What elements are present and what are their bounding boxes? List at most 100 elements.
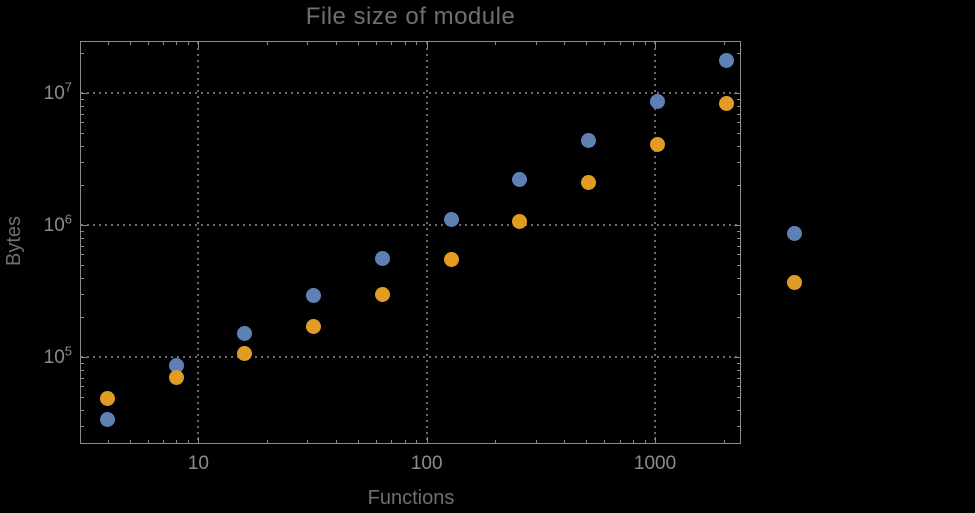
data-point-blue-series <box>649 93 665 109</box>
x-tick-bottom <box>586 440 588 443</box>
y-tick-left <box>81 363 84 365</box>
data-point-orange-series <box>649 136 665 152</box>
data-point-orange-series <box>718 96 734 112</box>
x-tick-bottom <box>267 440 269 443</box>
x-tick-top <box>147 42 149 45</box>
y-tick-label: 107 <box>43 79 72 105</box>
x-tick-top <box>604 42 606 45</box>
data-point-blue-series <box>306 287 322 303</box>
data-point-orange-series <box>443 252 459 268</box>
y-tick-label: 105 <box>43 343 72 369</box>
x-tick-bottom <box>163 440 165 443</box>
y-tick-right <box>737 264 740 266</box>
y-tick-left <box>81 294 84 296</box>
grid-line-horizontal <box>81 224 740 227</box>
data-point-orange-series <box>374 286 390 302</box>
y-tick-right <box>737 185 740 187</box>
y-tick-left <box>81 386 84 388</box>
y-tick-right <box>737 377 740 379</box>
data-point-blue-series <box>787 226 803 242</box>
x-tick-top <box>586 42 588 45</box>
y-tick-right <box>737 277 740 279</box>
y-tick-left <box>81 53 84 55</box>
y-tick-left <box>81 122 84 124</box>
x-tick-label: 100 <box>410 453 443 474</box>
y-tick-left <box>81 277 84 279</box>
y-tick-right <box>737 409 740 411</box>
x-tick-bottom <box>495 440 497 443</box>
y-tick-left <box>81 357 87 359</box>
x-tick-bottom <box>335 440 337 443</box>
data-point-blue-series <box>237 326 253 342</box>
x-tick-top <box>426 42 428 48</box>
y-tick-left <box>81 317 84 319</box>
y-tick-left <box>81 396 84 398</box>
x-tick-top <box>495 42 497 45</box>
x-axis-label: Functions <box>367 487 455 509</box>
data-point-orange-series <box>787 275 803 291</box>
y-tick-right <box>734 357 740 359</box>
y-tick-right <box>734 93 740 95</box>
x-tick-top <box>187 42 189 45</box>
x-tick-top <box>307 42 309 45</box>
y-tick-right <box>737 294 740 296</box>
x-tick-top <box>416 42 418 45</box>
x-tick-top <box>535 42 537 45</box>
grid-line-vertical <box>425 42 428 443</box>
y-tick-left <box>81 264 84 266</box>
y-tick-right <box>737 254 740 256</box>
x-tick-label: 1000 <box>633 453 677 474</box>
x-tick-bottom <box>619 440 621 443</box>
y-tick-left <box>81 225 87 227</box>
data-point-blue-series <box>443 211 459 227</box>
y-tick-right <box>737 363 740 365</box>
y-tick-left <box>81 113 84 115</box>
x-tick-bottom <box>404 440 406 443</box>
y-tick-right <box>737 317 740 319</box>
x-tick-top <box>404 42 406 45</box>
data-point-orange-series <box>237 345 253 361</box>
x-tick-label: 10 <box>187 453 209 474</box>
y-tick-right <box>737 386 740 388</box>
x-tick-top <box>267 42 269 45</box>
plot-frame <box>80 41 741 444</box>
y-tick-left <box>81 369 84 371</box>
y-tick-right <box>737 99 740 101</box>
x-tick-bottom <box>187 440 189 443</box>
y-tick-left <box>81 132 84 134</box>
data-point-orange-series <box>512 214 528 230</box>
x-tick-top <box>198 42 200 48</box>
data-point-blue-series <box>581 132 597 148</box>
y-tick-left <box>81 99 84 101</box>
x-tick-bottom <box>416 440 418 443</box>
x-tick-bottom <box>426 437 428 443</box>
x-tick-top <box>391 42 393 45</box>
x-tick-bottom <box>307 440 309 443</box>
x-tick-top <box>107 42 109 45</box>
y-tick-left <box>81 105 84 107</box>
x-tick-bottom <box>655 437 657 443</box>
y-axis-label: Bytes <box>3 215 25 267</box>
grid-line-vertical <box>654 42 657 443</box>
x-tick-top <box>176 42 178 45</box>
x-tick-top <box>632 42 634 45</box>
x-tick-bottom <box>723 440 725 443</box>
x-tick-bottom <box>564 440 566 443</box>
data-point-blue-series <box>374 250 390 266</box>
x-tick-bottom <box>357 440 359 443</box>
x-tick-top <box>129 42 131 45</box>
x-tick-top <box>335 42 337 45</box>
y-tick-right <box>737 105 740 107</box>
y-tick-right <box>737 396 740 398</box>
y-tick-right <box>737 122 740 124</box>
y-tick-left <box>81 426 84 428</box>
data-point-blue-series <box>168 358 184 374</box>
y-tick-right <box>737 426 740 428</box>
x-tick-top <box>619 42 621 45</box>
y-tick-left <box>81 145 84 147</box>
y-tick-left <box>81 231 84 233</box>
y-tick-right <box>737 162 740 164</box>
data-point-orange-series <box>168 370 184 386</box>
